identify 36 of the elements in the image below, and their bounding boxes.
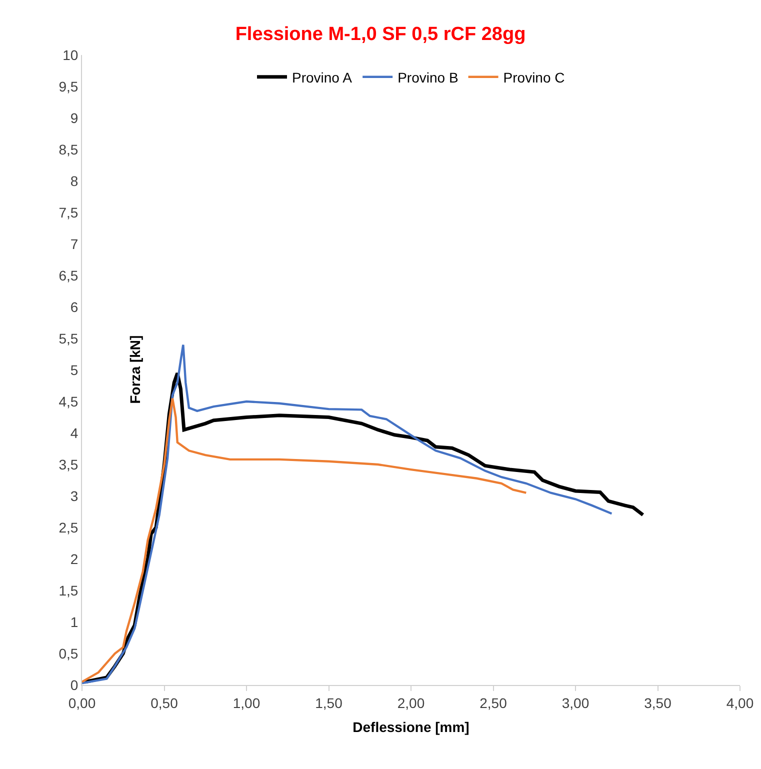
x-tick-label: 2,00 — [397, 694, 425, 711]
y-tick-label: 0 — [70, 676, 78, 693]
y-tick-label: 1 — [70, 614, 78, 630]
x-axis-title: Deflessione [mm] — [352, 719, 470, 736]
x-tick-label: 4,00 — [726, 694, 754, 711]
y-tick-label: 9,5 — [58, 78, 78, 94]
y-tick-label: 4,5 — [58, 393, 78, 410]
y-tick-label: 8,5 — [58, 141, 78, 158]
y-tick-label: 5,5 — [58, 330, 78, 346]
y-tick-label: 1,5 — [58, 582, 78, 598]
legend-label: Provino A — [292, 69, 353, 86]
x-tick-label: 2,50 — [480, 694, 508, 711]
legend-label: Provino B — [398, 69, 458, 86]
y-tick-label: 0,5 — [58, 645, 78, 662]
y-tick-label: 6,5 — [58, 267, 78, 284]
x-tick-label: 1,00 — [232, 694, 260, 711]
y-tick-label: 5 — [70, 362, 78, 378]
y-tick-label: 7 — [70, 236, 78, 252]
y-tick-label: 9 — [70, 110, 78, 126]
legend-label: Provino C — [503, 69, 565, 86]
y-tick-label: 2,5 — [58, 519, 78, 536]
y-tick-label: 7,5 — [58, 204, 78, 220]
y-tick-label: 3,5 — [58, 456, 78, 472]
y-tick-label: 6 — [70, 298, 78, 315]
x-tick-label: 3,00 — [562, 694, 590, 711]
y-tick-label: 10 — [62, 46, 78, 63]
chart-title: Flessione M-1,0 SF 0,5 rCF 28gg — [235, 24, 526, 46]
x-tick-label: 1,50 — [315, 694, 343, 711]
y-tick-label: 3 — [70, 488, 78, 504]
y-tick-label: 2 — [70, 550, 78, 567]
y-tick-label: 4 — [70, 424, 78, 441]
y-axis-title: Forza [kN] — [126, 335, 143, 404]
x-tick-label: 0,50 — [150, 694, 178, 711]
y-tick-label: 8 — [70, 172, 78, 189]
x-tick-label: 3,50 — [644, 694, 672, 711]
x-tick-label: 0,00 — [68, 694, 96, 711]
